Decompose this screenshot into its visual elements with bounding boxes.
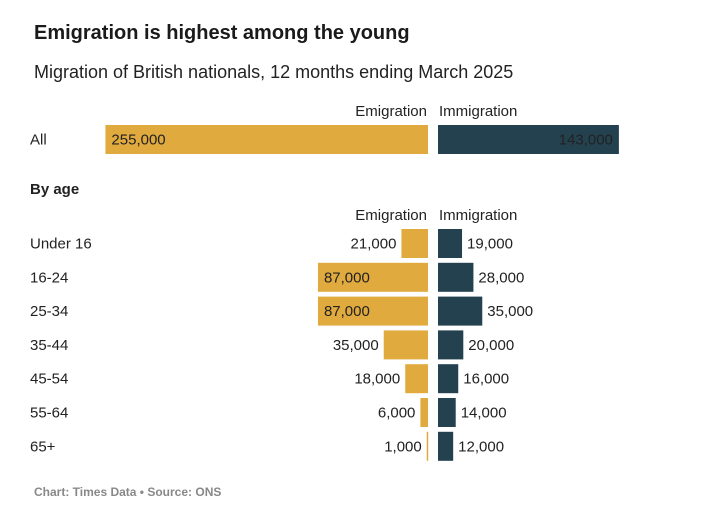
data-label-emigration-45-54: 18,000 [354,371,400,388]
data-label-immigration-55-64: 14,000 [461,405,507,422]
legend-emigration-total: Emigration [355,103,427,120]
bar-emigration-35-44 [383,330,428,360]
legend-emigration-age: Emigration [355,207,427,224]
category-label-65-: 65+ [30,438,56,455]
bar-immigration-under-16 [438,229,463,258]
data-label-emigration-35-44: 35,000 [333,337,379,354]
bar-emigration-55-64 [420,398,428,427]
category-label-16-24: 16-24 [30,269,68,286]
category-label-under-16: Under 16 [30,236,92,253]
data-label-immigration-all: 143,000 [559,132,613,149]
category-label-25-34: 25-34 [30,303,68,320]
legend-immigration-total: Immigration [439,103,517,120]
category-label-all: All [30,132,47,149]
category-label-45-54: 45-54 [30,371,68,388]
data-label-emigration-all: 255,000 [111,132,165,149]
legend-immigration-age: Immigration [439,207,517,224]
bar-immigration-all [438,125,619,154]
bar-immigration-55-64 [438,398,456,427]
data-label-emigration-16-24: 87,000 [324,269,370,286]
bar-emigration-under-16 [401,229,428,258]
data-label-immigration-under-16: 19,000 [467,236,513,253]
data-label-emigration-under-16: 21,000 [351,236,397,253]
data-label-emigration-65-: 1,000 [384,438,422,455]
chart-title: Emigration is highest among the young [34,22,410,44]
bar-immigration-16-24 [438,262,474,292]
data-label-immigration-16-24: 28,000 [478,269,524,286]
source-note: Chart: Times Data • Source: ONS [34,485,222,499]
bar-emigration-16-24 [317,262,428,292]
bar-emigration-all [105,125,429,154]
bar-immigration-65- [438,431,454,461]
category-label-35-44: 35-44 [30,337,68,354]
chart-subtitle: Migration of British nationals, 12 month… [34,62,514,82]
data-label-immigration-25-34: 35,000 [487,303,533,320]
data-label-immigration-45-54: 16,000 [463,371,509,388]
data-label-immigration-65-: 12,000 [458,438,504,455]
data-label-immigration-35-44: 20,000 [468,337,514,354]
bar-immigration-35-44 [438,330,464,360]
data-label-emigration-55-64: 6,000 [378,405,416,422]
bar-immigration-45-54 [438,364,459,394]
section-label-by-age: By age [30,181,80,198]
bar-emigration-45-54 [405,364,428,394]
bar-emigration-65- [426,431,429,461]
data-label-emigration-25-34: 87,000 [324,303,370,320]
bar-immigration-25-34 [438,296,483,326]
category-label-55-64: 55-64 [30,405,68,422]
bar-emigration-25-34 [317,296,428,326]
